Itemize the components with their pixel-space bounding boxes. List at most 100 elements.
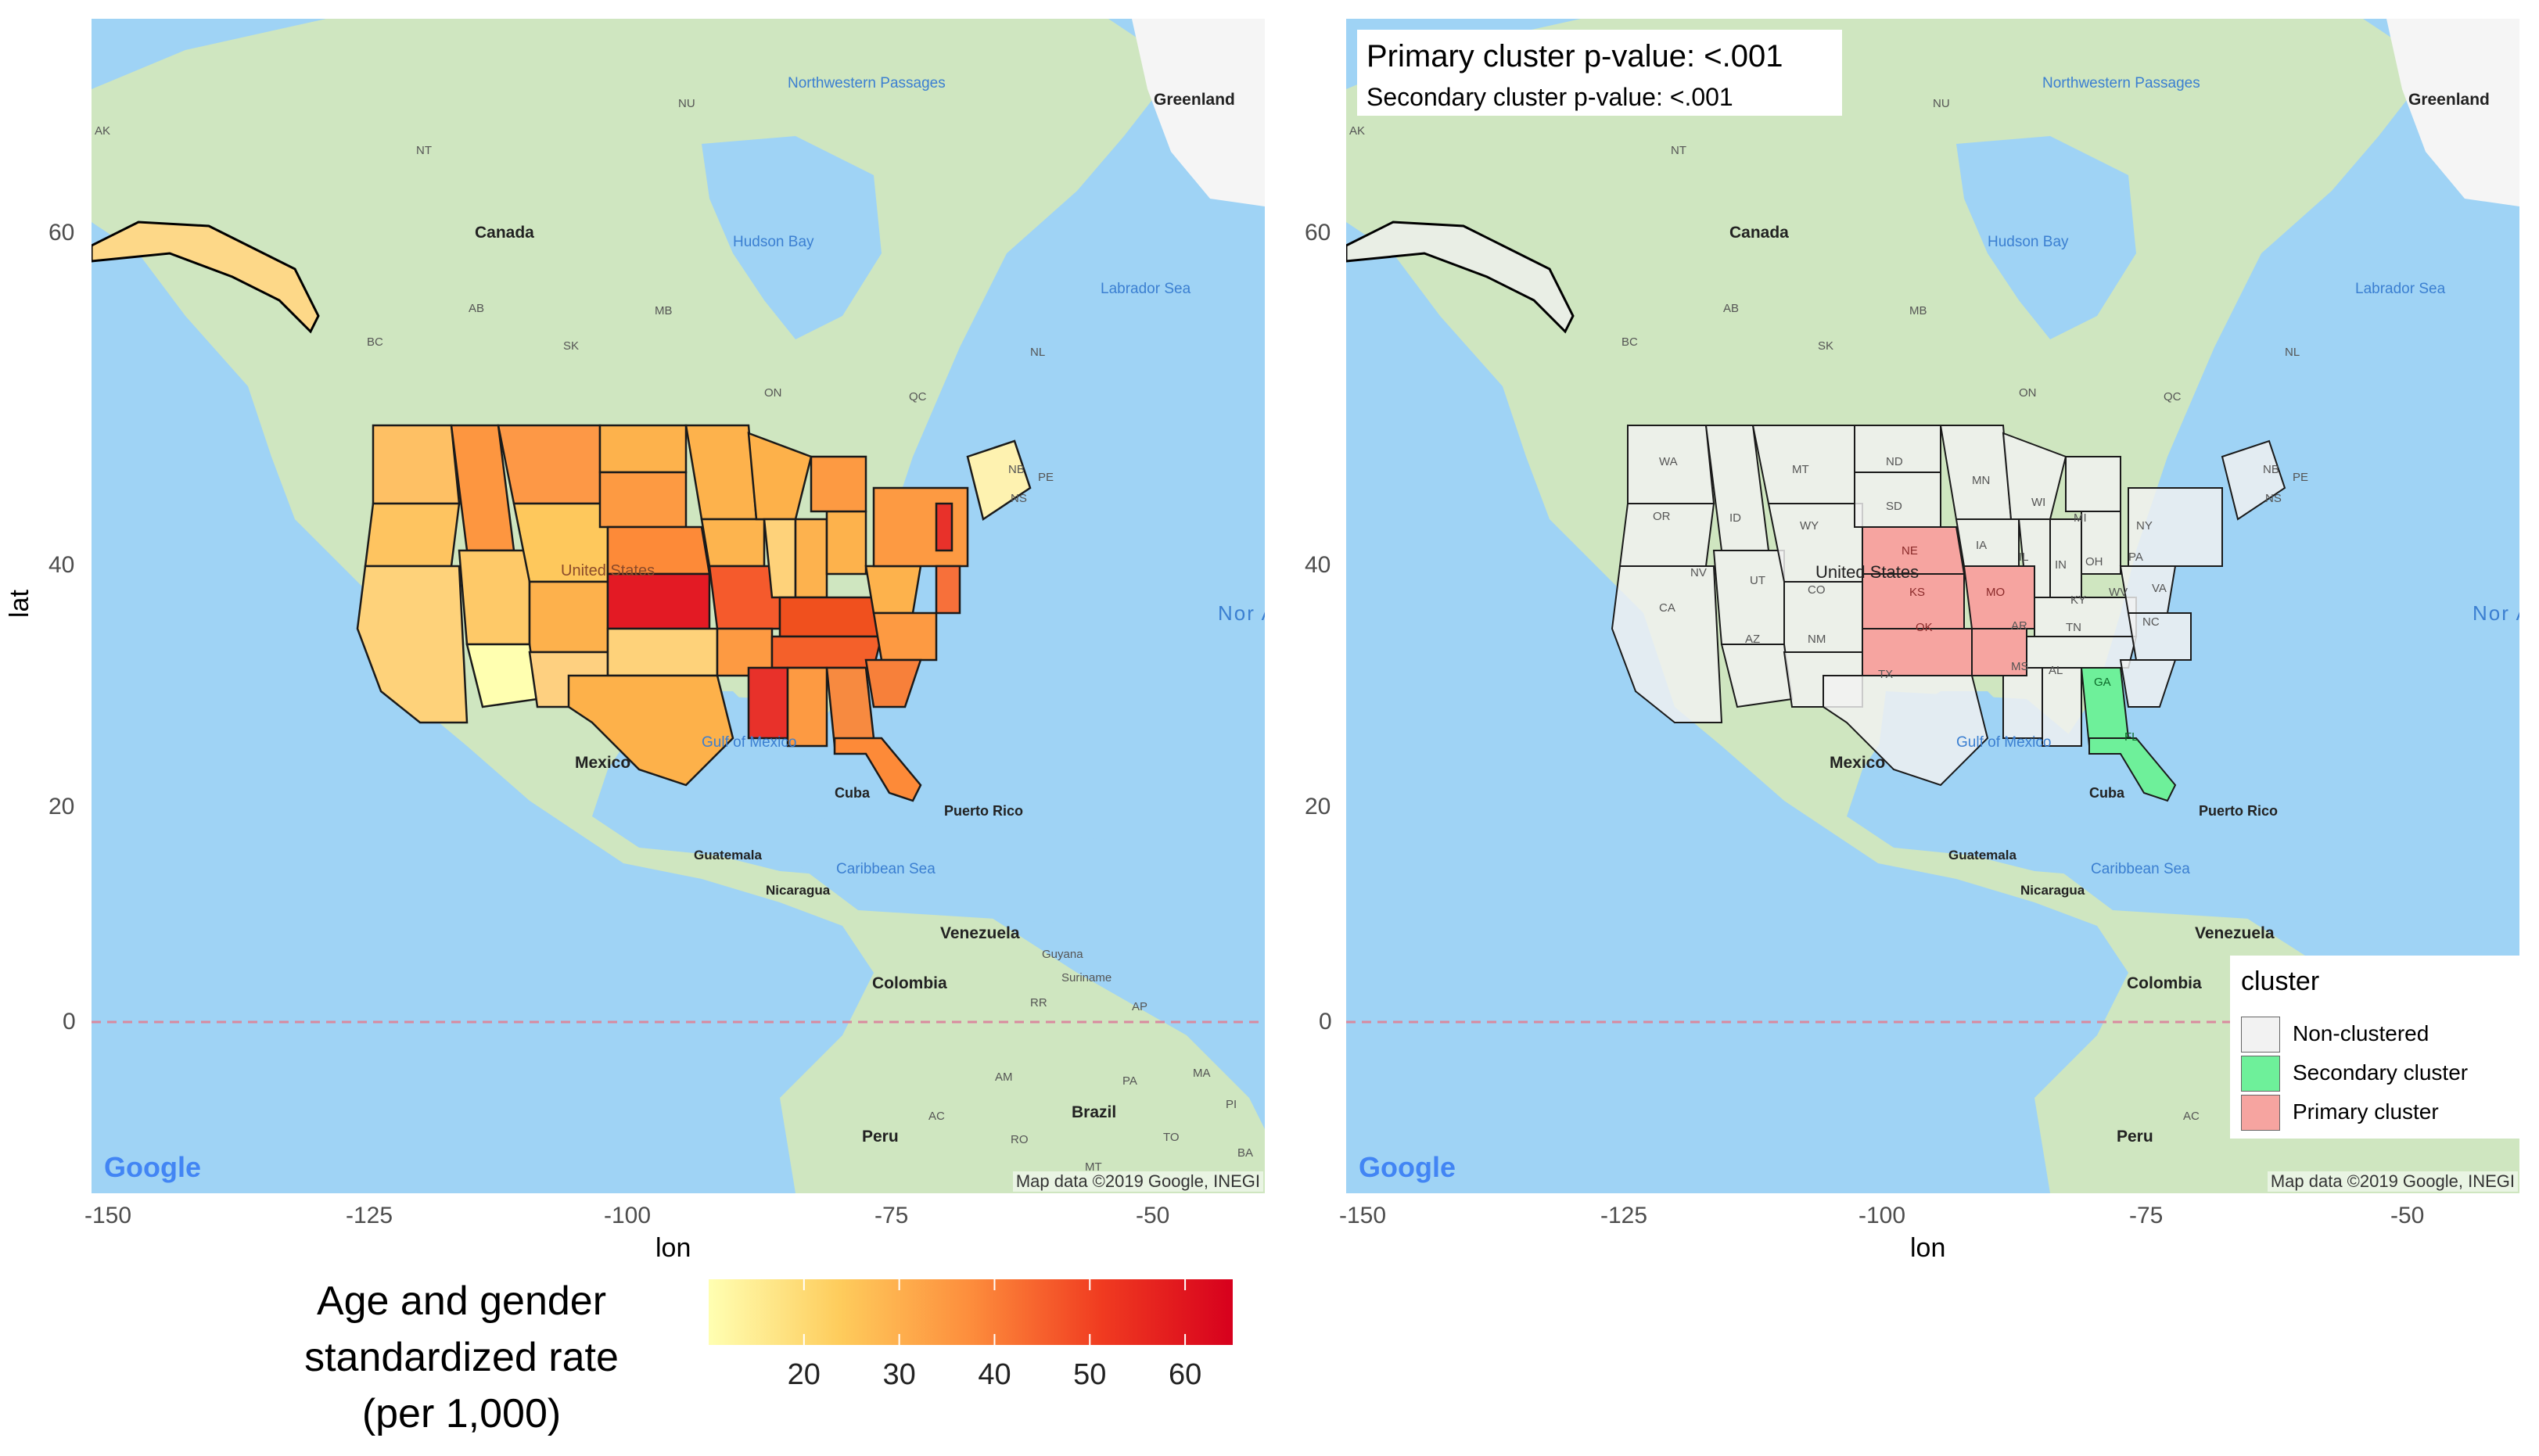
state-label: TX	[1878, 668, 1894, 681]
colorbar-tick-label: 30	[882, 1358, 915, 1391]
colorbar-ticks: 20 30 40 50 60	[788, 1279, 1201, 1391]
alaska-panhandle	[92, 221, 320, 334]
state-label: OK	[1916, 621, 1933, 634]
label-venezuela: Venezuela	[2195, 924, 2275, 942]
colorbar-title: Age and gender standardized rate (per 1,…	[227, 1273, 696, 1442]
label-on: ON	[2019, 386, 2037, 400]
colorbar-tick-label: 50	[1073, 1358, 1106, 1391]
legend-title: cluster	[2241, 966, 2320, 996]
label-qc: QC	[909, 390, 927, 403]
y-tick-60: 60	[1305, 220, 1331, 246]
hudson-bay	[1956, 136, 2136, 339]
state-label: CA	[1659, 601, 1675, 615]
label-colombia: Colombia	[2127, 974, 2202, 992]
rate-map-panel: Northwestern Passages Greenland AK NT NU…	[92, 19, 1265, 1193]
label-sk: SK	[1818, 339, 1834, 353]
label-ns: NS	[2265, 492, 2282, 505]
us-states-cluster	[1611, 425, 2286, 787]
state-label: IL	[2019, 550, 2029, 564]
state-label: SD	[1886, 500, 1902, 513]
label-ro: RO	[1011, 1133, 1029, 1146]
state-label: WI	[2031, 496, 2046, 509]
label-puerto-rico: Puerto Rico	[944, 803, 1024, 819]
map-attribution: Map data ©2019 Google, INEGI	[2267, 1171, 2518, 1192]
legend-swatch-non-clustered	[2241, 1017, 2280, 1053]
greenland-ice	[1132, 19, 1265, 206]
label-ab: AB	[1723, 302, 1740, 315]
label-ac: AC	[2183, 1110, 2200, 1123]
state-label: NY	[2136, 519, 2153, 533]
state-label: ND	[1886, 455, 1903, 468]
state-label: NE	[1902, 544, 1918, 558]
label-ak: AK	[1349, 124, 1366, 138]
y-tick-40: 40	[1305, 552, 1331, 578]
primary-cluster-states	[1862, 526, 2035, 676]
label-nl: NL	[1030, 346, 1046, 359]
label-hudson-bay: Hudson Bay	[1988, 234, 2069, 250]
primary-pvalue: Primary cluster p-value: <.001	[1366, 39, 1783, 74]
google-logo: Google	[1359, 1151, 1456, 1183]
state-label: ID	[1729, 511, 1741, 525]
x-axis-title-lon: lon	[1910, 1233, 1946, 1263]
legend-label-primary: Primary cluster	[2293, 1099, 2439, 1124]
label-pe: PE	[1038, 471, 1054, 484]
label-nw-passages: Northwestern Passages	[788, 75, 946, 91]
label-nt: NT	[416, 144, 432, 157]
x-tick-minus50: -50	[1136, 1203, 1170, 1228]
label-mb: MB	[655, 304, 673, 317]
label-sk: SK	[563, 339, 580, 353]
label-labrador-sea: Labrador Sea	[1101, 281, 1191, 297]
label-nw-passages: Northwestern Passages	[2042, 75, 2200, 91]
state-label: MS	[2011, 660, 2029, 673]
x-tick-minus100: -100	[604, 1203, 652, 1228]
legend-label-secondary: Secondary cluster	[2293, 1060, 2469, 1085]
alaska-panhandle	[1346, 221, 1575, 334]
y-tick-0: 0	[63, 1009, 76, 1035]
state-label: PA	[2128, 550, 2143, 564]
label-to: TO	[1163, 1131, 1180, 1144]
caribbean-water	[795, 816, 1108, 926]
state-label: OR	[1653, 510, 1671, 523]
x-tick-minus150: -150	[84, 1203, 132, 1228]
label-north-atlantic: Nor Atlan Oce	[1218, 601, 1265, 625]
label-guatemala: Guatemala	[1948, 848, 2016, 862]
label-guatemala: Guatemala	[694, 848, 762, 862]
label-gulf: Gulf of Mexico	[1956, 734, 2052, 751]
state-label: WA	[1659, 455, 1678, 468]
state-label: AL	[2049, 664, 2063, 677]
label-ns: NS	[1011, 492, 1027, 505]
label-canada: Canada	[1729, 224, 1789, 242]
secondary-pvalue: Secondary cluster p-value: <.001	[1366, 83, 1733, 111]
x-tick-minus125: -125	[1600, 1203, 1648, 1228]
y-axis-title-lat: lat	[5, 590, 34, 618]
secondary-cluster-states	[2080, 667, 2177, 802]
state-label: MT	[1792, 463, 1809, 476]
label-gulf: Gulf of Mexico	[702, 734, 797, 751]
colorbar: 20 30 40 50 60	[709, 1279, 1233, 1391]
label-labrador-sea: Labrador Sea	[2355, 281, 2446, 297]
state-label: AR	[2011, 619, 2027, 633]
label-nu: NU	[678, 97, 695, 110]
label-ab: AB	[469, 302, 485, 315]
label-nicaragua: Nicaragua	[766, 883, 831, 898]
x-tick-minus125: -125	[346, 1203, 393, 1228]
label-nu: NU	[1933, 97, 1950, 110]
label-nl: NL	[2285, 346, 2300, 359]
caribbean-water	[2050, 816, 2363, 926]
label-cuba: Cuba	[835, 785, 870, 801]
label-us: United States	[1815, 562, 1920, 582]
state-label: KY	[2070, 594, 2087, 607]
pvalue-box: Primary cluster p-value: <.001 Secondary…	[1357, 30, 1842, 116]
label-mexico: Mexico	[1830, 754, 1886, 772]
label-mexico: Mexico	[575, 754, 631, 772]
colorbar-title-line-2: standardized rate	[304, 1335, 619, 1380]
legend-swatch-primary	[2241, 1095, 2280, 1131]
label-nt: NT	[1671, 144, 1686, 157]
state-label: FL	[2124, 730, 2139, 744]
label-hudson-bay: Hudson Bay	[733, 234, 814, 250]
label-pi: PI	[1226, 1098, 1237, 1111]
label-qc: QC	[2164, 390, 2182, 403]
state-label: NC	[2142, 615, 2160, 629]
state-label: GA	[2094, 676, 2111, 689]
cluster-legend: cluster Non-clustered Secondary cluster …	[2230, 956, 2519, 1139]
